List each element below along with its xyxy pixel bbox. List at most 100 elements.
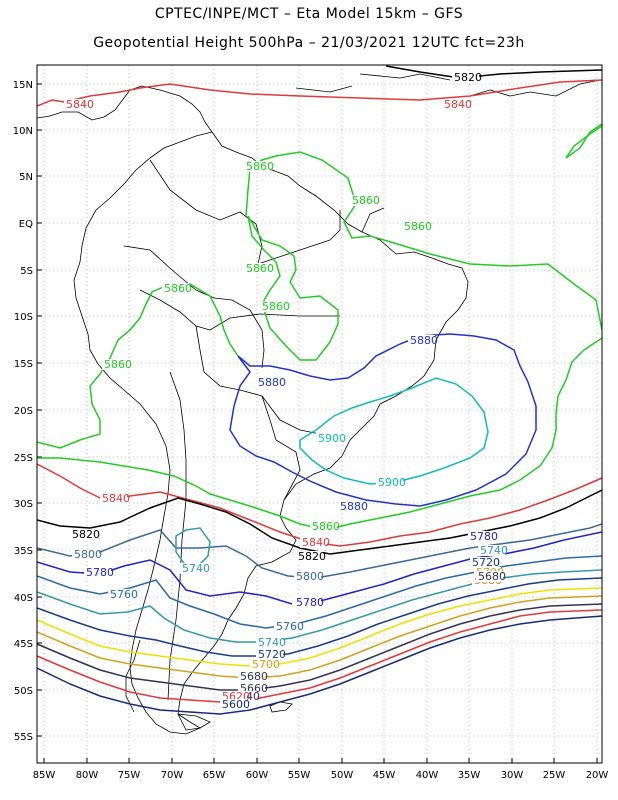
contour-label: 5820 <box>298 550 326 563</box>
contour-5880 <box>229 333 537 507</box>
longitude-labels: 85W 80W 75W 70W 65W 60W 55W 50W 45W 40W 35W 30W 25W 2… <box>33 770 609 781</box>
contour-label: 5860 <box>104 358 132 371</box>
contour-label: 5740 <box>480 544 508 557</box>
map-frame <box>36 64 603 764</box>
contour-label-bg <box>180 563 207 574</box>
contour-label-bg <box>220 699 247 710</box>
contour-label-bg <box>256 377 283 388</box>
lon-label: 75W <box>118 770 141 781</box>
contour-5860-main <box>37 283 602 531</box>
lat-label: 45S <box>14 639 33 650</box>
contour-label: 5840 <box>302 536 330 549</box>
contour-label: 5780 <box>86 566 114 579</box>
lat-label: 40S <box>14 593 33 604</box>
contour-5660 <box>37 603 602 691</box>
contour-label: 5860 <box>246 262 274 275</box>
contour-label-bg <box>102 359 129 370</box>
contour-label: 5880 <box>340 500 368 513</box>
lon-label: 85W <box>33 770 56 781</box>
caribbean-2 <box>359 73 451 81</box>
contour-label: 5740 <box>182 562 210 575</box>
coastlines <box>37 73 601 735</box>
contour-labels: 5840582058405860586058605860586058605860… <box>64 71 508 711</box>
lat-label: 25S <box>14 453 33 464</box>
contour-label-bg <box>452 72 479 83</box>
contour-label-bg <box>338 501 365 512</box>
contour-label-bg <box>220 691 247 702</box>
contour-label: 5900 <box>318 432 346 445</box>
contour-label-bg <box>476 571 503 582</box>
contour-label-bg <box>238 683 265 694</box>
lon-label: 60W <box>246 770 269 781</box>
contour-5620 <box>37 609 602 703</box>
lon-label: 35W <box>458 770 481 781</box>
contour-label: 5880 <box>410 334 438 347</box>
contour-label: 5780 <box>470 530 498 543</box>
contour-label-bg <box>244 263 271 274</box>
lon-label: 50W <box>331 770 354 781</box>
contour-label-bg <box>108 589 135 600</box>
contour-label: 5800 <box>74 548 102 561</box>
lat-label: 20S <box>14 406 33 417</box>
lat-label: 30S <box>14 499 33 510</box>
lat-label: 50S <box>14 686 33 697</box>
border-2 <box>123 245 265 369</box>
map-body: 5840582058405860586058605860586058605860… <box>37 65 602 735</box>
contour-label-bg <box>376 477 403 488</box>
contour-label-bg <box>84 567 111 578</box>
lat-label: EQ <box>19 219 33 230</box>
border-7 <box>167 499 187 701</box>
latitude-labels: 15N 10N 5N EQ 5S 10S 15S 20S 25S 30S 35S 40S 45S 50S 5… <box>13 80 33 743</box>
contour-label: 5840 <box>444 98 472 111</box>
contour-label-bg <box>478 545 505 556</box>
lon-label: 80W <box>76 770 99 781</box>
contour-label: 5840 <box>66 98 94 111</box>
contour-label: 5680 <box>240 670 268 683</box>
caribbean-3 <box>295 85 353 93</box>
contour-5860-east <box>565 123 602 159</box>
contour-label-bg <box>468 531 495 542</box>
lat-label: 5S <box>20 266 33 277</box>
contour-label: 5700 <box>252 658 280 671</box>
contour-label-bg <box>244 161 271 172</box>
contour-5900 <box>299 377 489 485</box>
contour-label-bg <box>296 551 323 562</box>
lat-label: 15S <box>14 359 33 370</box>
contour-label-bg <box>442 99 469 110</box>
contour-label-bg <box>72 549 99 560</box>
contour-label: 5820 <box>72 528 100 541</box>
contour-label-bg <box>100 493 127 504</box>
contour-label-bg <box>256 649 283 660</box>
contour-label: 5860 <box>262 300 290 313</box>
border-4 <box>195 325 321 435</box>
lon-label: 70W <box>161 770 184 781</box>
contour-label: 5720 <box>258 648 286 661</box>
contour-label-bg <box>350 195 377 206</box>
border-8 <box>257 239 331 265</box>
contour-label-bg <box>250 659 277 670</box>
map-title: CPTEC/INPE/MCT – Eta Model 15km – GFS <box>154 6 464 22</box>
border-10 <box>361 207 385 233</box>
contour-label-bg <box>162 283 189 294</box>
contour-label: 5680 <box>478 570 506 583</box>
lat-label: 5N <box>19 172 33 183</box>
contour-label-bg <box>260 301 287 312</box>
contour-5720 <box>37 577 602 657</box>
contour-label-bg <box>238 671 265 682</box>
contour-label-bg <box>294 571 321 582</box>
central-america-coast <box>37 85 213 133</box>
caribbean-1 <box>469 79 601 97</box>
contour-label: 5820 <box>454 71 482 84</box>
contour-label: 5860 <box>164 282 192 295</box>
lon-label: 65W <box>203 770 226 781</box>
contour-label-bg <box>310 521 337 532</box>
map-frame-bg <box>37 65 602 763</box>
contour-5820-north <box>385 65 602 79</box>
contour-label: 5860 <box>404 220 432 233</box>
border-5 <box>169 371 187 500</box>
lon-label: 45W <box>373 770 396 781</box>
contour-label-bg <box>300 537 327 548</box>
tierra-del-fuego <box>177 713 211 731</box>
lat-label: 35S <box>14 546 33 557</box>
